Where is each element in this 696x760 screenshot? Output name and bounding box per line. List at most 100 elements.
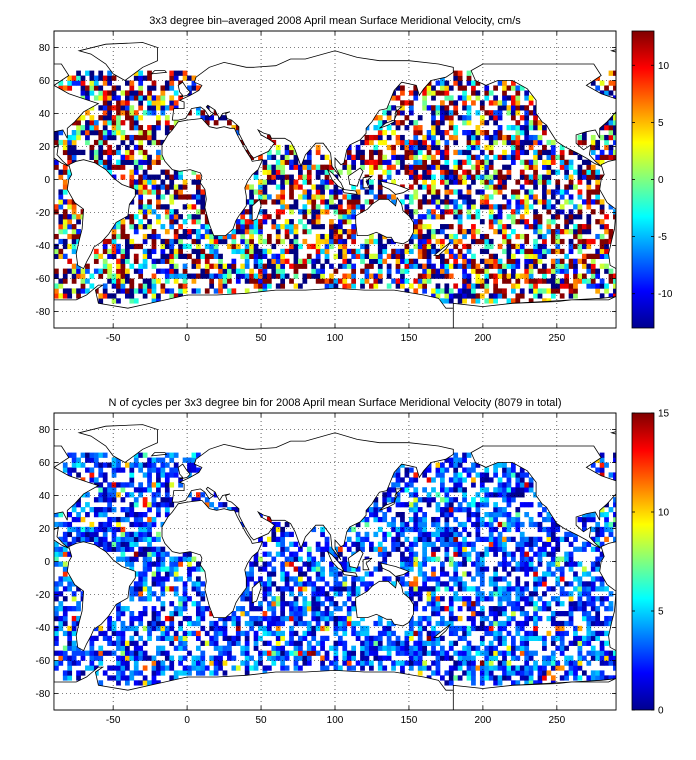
bin-cell — [555, 224, 561, 230]
bin-cell — [262, 596, 268, 602]
bin-cell — [280, 273, 286, 279]
bin-cell — [262, 611, 268, 617]
bin-cell — [408, 630, 414, 637]
bin-cell — [502, 620, 507, 627]
bin-cell — [120, 224, 126, 230]
bin-cell — [116, 680, 121, 686]
bin-cell — [404, 209, 410, 215]
bin-cell — [408, 184, 414, 190]
bin-cell — [204, 263, 210, 269]
bin-cell — [138, 670, 144, 676]
bin-cell — [169, 184, 175, 190]
bin-cell — [444, 516, 450, 523]
bin-cell — [244, 640, 250, 646]
bin-cell — [191, 278, 197, 284]
bin-cell — [280, 571, 286, 577]
bin-cell — [377, 115, 383, 121]
bin-cell — [502, 670, 507, 676]
bin-cell — [293, 611, 299, 617]
bin-cell — [581, 278, 587, 284]
bin-cell — [488, 660, 494, 666]
bin-cell — [342, 650, 348, 656]
bin-cell — [258, 194, 263, 200]
bin-cell — [448, 620, 454, 627]
bin-cell — [444, 531, 450, 538]
bin-cell — [133, 214, 139, 220]
bin-cell — [195, 189, 201, 195]
bin-cell — [457, 149, 463, 156]
bin-cell — [124, 278, 130, 284]
bin-cell — [528, 516, 534, 523]
bin-cell — [191, 169, 197, 175]
bin-cell — [475, 665, 481, 671]
bin-cell — [266, 516, 272, 523]
bin-cell — [440, 100, 445, 106]
bin-cell — [235, 130, 241, 136]
bin-cell — [80, 268, 86, 274]
bin-cell — [102, 110, 108, 116]
bin-cell — [280, 635, 286, 641]
bin-cell — [484, 199, 490, 205]
land-outline — [150, 70, 168, 75]
bin-cell — [493, 293, 498, 299]
bin-cell — [373, 159, 379, 165]
bin-cell — [191, 630, 197, 637]
bin-cell — [497, 100, 503, 106]
bin-cell — [289, 248, 294, 255]
bin-cell — [147, 199, 152, 205]
bin-cell — [195, 591, 201, 597]
bin-cell — [164, 635, 170, 641]
bin-cell — [222, 238, 228, 245]
bin-cell — [266, 665, 272, 671]
bin-cell — [213, 507, 219, 513]
bin-cell — [533, 536, 538, 542]
bin-cell — [89, 105, 95, 111]
bin-cell — [386, 164, 392, 170]
bin-cell — [156, 159, 161, 165]
bin-cell — [391, 536, 396, 542]
bin-cell — [253, 169, 259, 175]
bin-cell — [258, 615, 263, 622]
bin-cell — [129, 110, 135, 116]
bin-cell — [351, 253, 357, 259]
bin-cell — [138, 576, 144, 582]
bin-cell — [120, 139, 126, 146]
bin-cell — [488, 214, 494, 220]
y-tick-label: -80 — [36, 307, 51, 318]
bin-cell — [457, 546, 463, 552]
bin-cell — [417, 263, 423, 269]
bin-cell — [262, 630, 268, 637]
bin-cell — [169, 571, 175, 577]
bin-cell — [173, 120, 179, 126]
bin-cell — [235, 243, 241, 250]
bin-cell — [542, 125, 547, 131]
bin-cell — [71, 516, 77, 523]
bin-cell — [404, 149, 410, 156]
bin-cell — [546, 164, 552, 170]
bin-cell — [284, 665, 290, 671]
bin-cell — [342, 630, 348, 637]
bin-cell — [404, 258, 410, 264]
bin-cell — [147, 531, 152, 538]
bin-cell — [173, 571, 179, 577]
bin-cell — [431, 199, 436, 205]
bin-cell — [422, 238, 427, 245]
bin-cell — [107, 541, 112, 547]
bin-cell — [244, 586, 250, 592]
bin-cell — [515, 665, 521, 671]
bin-cell — [71, 224, 77, 230]
bin-cell — [182, 591, 188, 597]
bin-cell — [142, 169, 148, 175]
bin-cell — [315, 566, 321, 572]
bin-cell — [142, 546, 148, 552]
bin-cell — [293, 541, 299, 547]
land-outline — [470, 63, 616, 167]
bin-cell — [324, 611, 330, 617]
bin-cell — [422, 100, 427, 106]
bin-cell — [435, 531, 441, 538]
bin-cell — [537, 174, 543, 180]
bin-cell — [62, 268, 68, 274]
bin-cell — [400, 258, 405, 264]
bin-cell — [200, 189, 206, 195]
bin-cell — [590, 199, 596, 205]
